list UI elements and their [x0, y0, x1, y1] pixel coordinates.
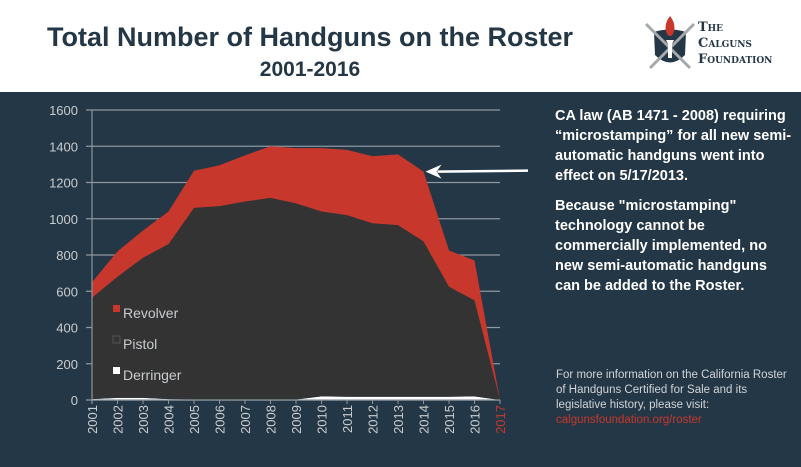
roster-link[interactable]: calgunsfoundation.org/roster [556, 414, 702, 426]
flame-icon [665, 16, 675, 36]
area-derringer [92, 396, 500, 400]
x-tick-label: 2017 [493, 405, 508, 434]
annotation-arrowhead-icon [425, 164, 442, 179]
logo-line: The [698, 20, 724, 35]
x-tick-label: 2006 [213, 405, 228, 434]
x-tick-label: 2005 [187, 405, 202, 434]
legend-label-revolver: Revolver [123, 305, 179, 321]
annotation-arrow-shaft [437, 169, 529, 173]
x-tick-label: 2010 [315, 405, 330, 434]
x-tick-label: 2013 [391, 405, 406, 434]
y-tick-label: 800 [56, 248, 78, 263]
logo-line: Foundation [698, 52, 773, 67]
shield-icon [644, 16, 696, 70]
legend-swatch-pistol [112, 335, 121, 344]
microstamping-law-note: CA law (AB 1471 - 2008) requiring “micro… [555, 108, 792, 184]
notes-column: CA law (AB 1471 - 2008) requiring “micro… [555, 106, 795, 296]
x-tick-label: 2001 [85, 405, 100, 434]
x-tick-label: 2016 [468, 405, 483, 434]
y-tick-label: 0 [71, 393, 78, 408]
header: Total Number of Handguns on the Roster 2… [0, 0, 801, 92]
area-pistol [92, 197, 500, 400]
x-tick-label: 2004 [162, 405, 177, 434]
more-info: For more information on the California R… [556, 368, 796, 428]
y-tick-label: 1000 [49, 212, 78, 227]
logo-line: Calguns [698, 36, 752, 51]
legend-label-derringer: Derringer [123, 367, 182, 383]
calguns-foundation-logo [644, 16, 696, 70]
legend-swatch-derringer [113, 367, 120, 374]
x-tick-label: 2014 [417, 405, 432, 434]
x-tick-label: 2008 [264, 405, 279, 434]
legend-swatch-revolver [113, 305, 120, 312]
x-tick-label: 2009 [289, 405, 304, 434]
microstamping-consequence-note: Because "microstamping" technology canno… [555, 198, 767, 294]
x-tick-label: 2015 [442, 405, 457, 434]
page-subtitle: 2001-2016 [259, 58, 361, 81]
y-tick-label: 1600 [49, 103, 78, 118]
page-title: Total Number of Handguns on the Roster [47, 22, 573, 52]
y-tick-label: 1200 [49, 176, 78, 191]
y-tick-label: 1400 [49, 139, 78, 154]
x-tick-label: 2003 [136, 405, 151, 434]
y-tick-label: 200 [56, 357, 78, 372]
y-tick-label: 600 [56, 284, 78, 299]
x-tick-label: 2007 [238, 405, 253, 434]
legend-label-pistol: Pistol [123, 336, 157, 352]
x-tick-label: 2011 [340, 405, 355, 433]
more-info-text: For more information on the California R… [556, 369, 787, 411]
area-revolver [92, 146, 500, 400]
logo-text: The Calguns Foundation [698, 20, 772, 68]
y-tick-label: 400 [56, 321, 78, 336]
x-tick-label: 2002 [111, 405, 126, 434]
x-tick-label: 2012 [366, 405, 381, 434]
